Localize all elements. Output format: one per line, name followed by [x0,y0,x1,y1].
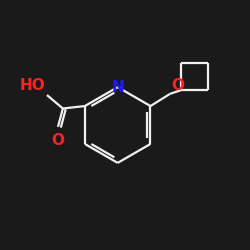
Text: HO: HO [20,78,46,92]
Text: N: N [111,80,124,94]
Text: O: O [171,78,184,92]
Text: O: O [52,133,64,148]
